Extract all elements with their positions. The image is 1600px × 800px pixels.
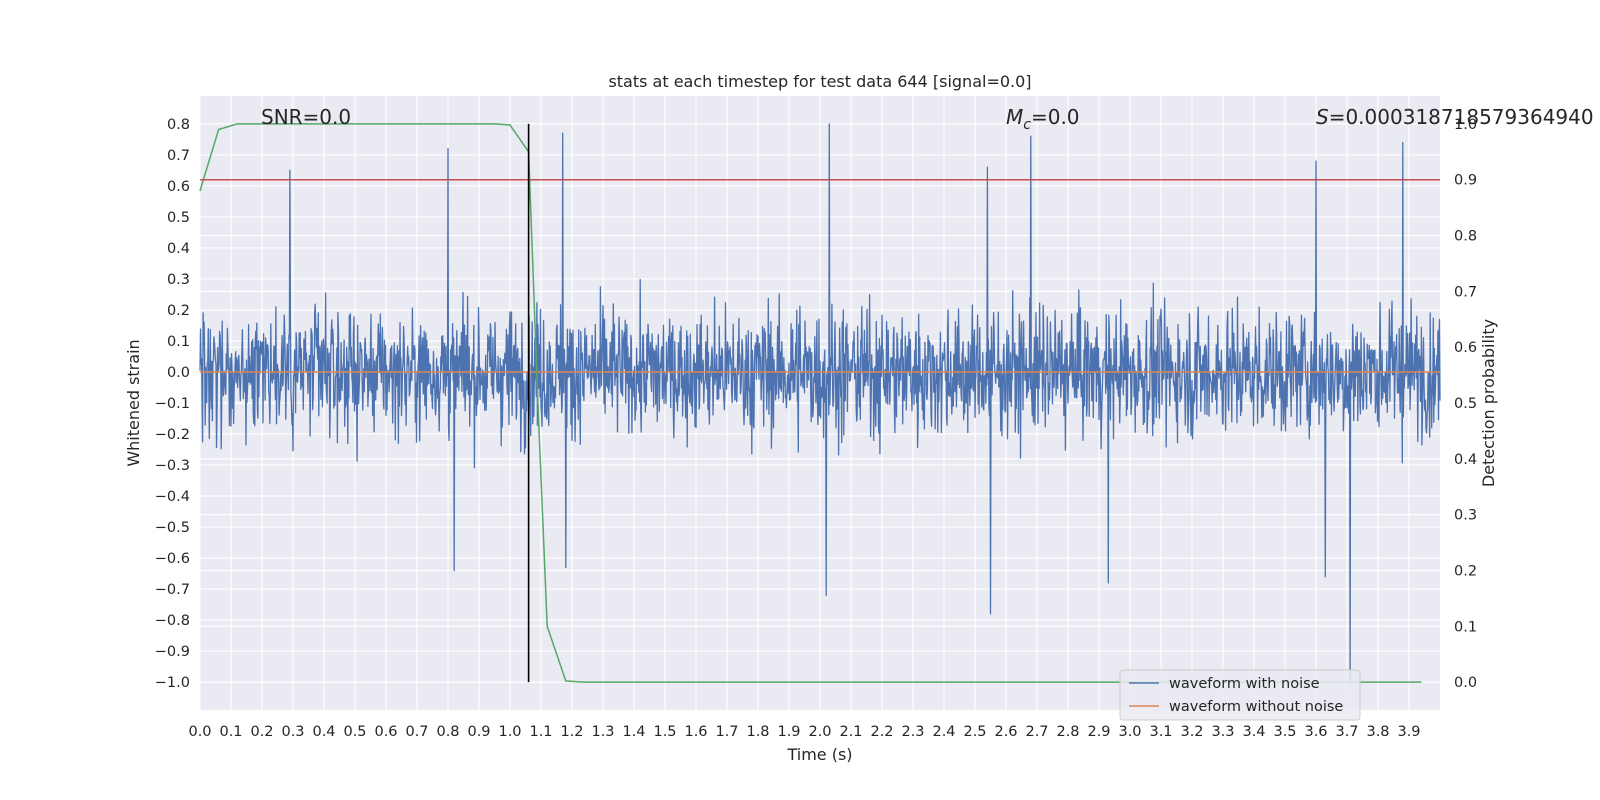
y-tick-label: −0.9 [155,644,190,660]
x-tick-label: 2.1 [839,724,862,740]
chirp-mass-symbol: M [1006,105,1023,129]
detection-probability-line [199,123,1422,683]
y-tick-label: 0.8 [167,117,190,133]
y-tick-label: −0.2 [155,427,190,443]
y-axis-label: Whitened strain [124,339,143,466]
legend-label-clean: waveform without noise [1169,699,1343,715]
x-tick-label: 1.4 [622,724,645,740]
snr-annotation: SNR=0.0 [261,105,351,129]
x-tick-label: 3.4 [1242,724,1265,740]
x-tick-label: 2.5 [963,724,986,740]
x-tick-label: 0.2 [250,724,273,740]
x-tick-label: 2.2 [870,724,893,740]
y2-tick-label: 0.5 [1454,396,1477,412]
x-tick-label: 0.1 [219,724,242,740]
x-tick-label: 0.7 [405,724,428,740]
y-tick-label: 0.2 [167,303,190,319]
y-tick-label: 0.6 [167,179,190,195]
x-tick-label: 3.3 [1211,724,1234,740]
x-tick-label: 3.2 [1180,724,1203,740]
y-tick-label: −0.5 [155,520,190,536]
x-tick-label: 1.5 [653,724,676,740]
x-tick-label: 3.0 [1118,724,1141,740]
y-tick-label: 0.0 [167,365,190,381]
x-tick-label: 2.7 [1025,724,1048,740]
y2-tick-label: 0.7 [1454,284,1477,300]
x-tick-label: 1.8 [746,724,769,740]
s-symbol: S [1316,105,1329,129]
series-waveform-with-noise [199,123,1441,683]
x-tick-label: 2.8 [1056,724,1079,740]
x-tick-label: 1.9 [777,724,800,740]
chart-lines [199,123,1440,683]
y-tick-label: 0.5 [167,210,190,226]
legend: waveform with noise waveform without noi… [1119,669,1361,721]
x-tick-label: 1.2 [560,724,583,740]
x-tick-label: 0.9 [467,724,490,740]
y2-tick-label: 0.3 [1454,508,1477,524]
x-tick-label: 1.3 [591,724,614,740]
y-tick-label: 0.3 [167,272,190,288]
x-tick-label: 0.4 [312,724,335,740]
chirp-mass-annotation: Mc=0.0 [1006,105,1080,133]
y2-tick-label: 0.8 [1454,229,1477,245]
y2-tick-label: 0.1 [1454,619,1477,635]
x-tick-label: 0.5 [343,724,366,740]
y2-tick-label: 0.9 [1454,173,1477,189]
legend-label-noise: waveform with noise [1169,676,1320,692]
y2-axis-label: Detection probability [1479,319,1498,487]
x-tick-label: 1.7 [715,724,738,740]
x-tick-label: 0.3 [281,724,304,740]
y2-tick-label: 0.2 [1454,563,1477,579]
y-tick-label: −1.0 [155,675,190,691]
y-tick-label: −0.6 [155,551,190,567]
x-tick-label: 3.9 [1397,724,1420,740]
x-axis-label: Time (s) [786,745,852,764]
legend-box [1119,669,1361,721]
s-annotation: S=0.000318718579364940 [1316,105,1594,129]
y-tick-label: 0.7 [167,148,190,164]
x-tick-label: 0.0 [188,724,211,740]
y-tick-label: −0.3 [155,458,190,474]
y2-tick-label: 0.6 [1454,340,1477,356]
noise-waveform-path [199,123,1441,683]
x-tick-label: 3.6 [1304,724,1327,740]
y2-tick-labels: 1.0 0.9 0.8 0.7 0.6 0.5 0.4 0.3 0.2 0.1 0.0 [1454,117,1477,691]
x-tick-labels: 0.0 0.1 0.2 0.3 0.4 0.5 0.6 0.7 0.8 0.9 1.0 1.1 1.2 1… [188,724,1420,740]
y2-tick-label: 0.4 [1454,452,1477,468]
chirp-mass-subscript: c [1023,117,1031,133]
x-tick-label: 3.8 [1366,724,1389,740]
y-tick-label: −0.4 [155,489,190,505]
chart-title: stats at each timestep for test data 644… [608,72,1031,91]
x-tick-label: 2.6 [994,724,1017,740]
y2-tick-label: 0.0 [1454,675,1477,691]
y-tick-label: 0.4 [167,241,190,257]
x-tick-label: 1.6 [684,724,707,740]
y-tick-label: −0.1 [155,396,190,412]
y-tick-label: −0.7 [155,582,190,598]
x-tick-label: 3.7 [1335,724,1358,740]
s-value: =0.000318718579364940 [1329,105,1594,129]
y-tick-label: 0.1 [167,334,190,350]
x-tick-label: 3.1 [1149,724,1172,740]
x-tick-label: 3.5 [1273,724,1296,740]
y-tick-label: −0.8 [155,613,190,629]
x-tick-label: 0.8 [436,724,459,740]
x-tick-label: 2.3 [901,724,924,740]
x-tick-label: 1.0 [498,724,521,740]
y2-tick-label: 1.0 [1454,117,1477,133]
x-tick-label: 2.9 [1087,724,1110,740]
x-tick-label: 2.4 [932,724,955,740]
x-tick-label: 2.0 [808,724,831,740]
x-tick-label: 1.1 [529,724,552,740]
x-tick-label: 0.6 [374,724,397,740]
y-tick-labels: 0.8 0.7 0.6 0.5 0.4 0.3 0.2 0.1 0.0 −0.1 −0.2 −0.3 −… [155,117,190,691]
chirp-mass-value: =0.0 [1031,105,1080,129]
